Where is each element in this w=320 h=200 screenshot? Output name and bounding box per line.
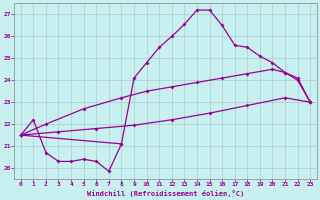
X-axis label: Windchill (Refroidissement éolien,°C): Windchill (Refroidissement éolien,°C) — [87, 190, 244, 197]
